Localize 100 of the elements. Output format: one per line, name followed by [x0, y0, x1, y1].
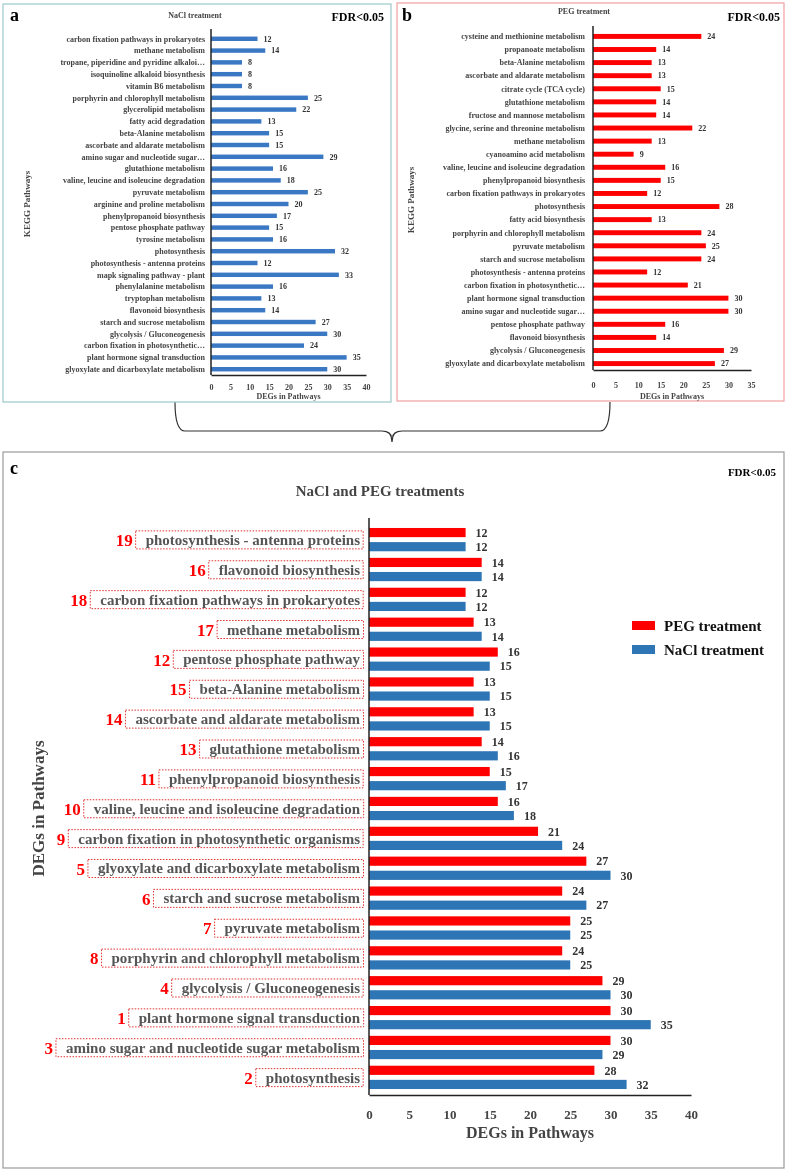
y-tick-label: glycerolipid metabolism: [123, 105, 206, 115]
bar: [593, 282, 688, 288]
data-label: 16: [507, 749, 520, 764]
x-tick-label: 5: [228, 382, 233, 392]
data-label: 9: [639, 150, 644, 159]
chart-title: NaCl and PEG treatments: [295, 483, 465, 499]
bar: [211, 284, 273, 289]
x-tick-label: 10: [443, 1107, 457, 1123]
bar: [593, 361, 715, 367]
y-tick-label: glutathione metabolism: [124, 164, 206, 174]
data-label: 14: [491, 734, 504, 749]
y-tick-label: phenylpropanoid biosynthesis: [103, 211, 205, 221]
bar: [369, 946, 563, 956]
data-label: 15: [666, 84, 675, 94]
data-label: 14: [271, 46, 280, 56]
text: 18: [70, 590, 88, 610]
y-axis-title: KEGG Pathways: [22, 170, 32, 238]
data-label: 35: [352, 353, 361, 363]
y-tick-label: carbon fixation in photosynthetic…: [83, 341, 205, 351]
y-tick-label: valine, leucine and isoleucine degradation: [442, 163, 586, 173]
y-tick-label: glycine, serine and threonine metabolism: [445, 123, 586, 133]
text: 15: [169, 680, 187, 700]
data-label: 32: [636, 1077, 649, 1092]
y-tick-label: glutathione metabolism: [504, 97, 586, 107]
bar: [369, 617, 474, 627]
data-label: 16: [671, 163, 680, 173]
bar: [369, 707, 474, 717]
data-label: 14: [662, 45, 671, 55]
data-label: 27: [596, 854, 609, 869]
bar: [369, 810, 514, 821]
data-label: 25: [711, 241, 720, 251]
bar: [369, 587, 466, 597]
y-tick-label: amino sugar and nucleotide sugar metabolism: [65, 1039, 361, 1056]
text: 10: [63, 799, 81, 819]
y-tick-label: carbon fixation pathways in prokaryotes: [446, 189, 585, 199]
data-label: 29: [612, 973, 625, 988]
bar: [593, 334, 657, 340]
data-label: 13: [657, 215, 666, 225]
data-label: 25: [580, 958, 593, 973]
bar: [369, 661, 490, 671]
x-tick-label: 35: [343, 382, 352, 392]
y-tick-label: tyrosine metabolism: [136, 235, 206, 245]
y-tick-label: plant hormone signal transduction: [466, 293, 586, 303]
y-tick-label: glycolysis / Gluconeogenesis: [489, 346, 585, 356]
y-tick-label: pentose phosphate pathway: [490, 320, 585, 330]
bar: [369, 737, 482, 747]
bar: [369, 1020, 651, 1030]
data-label: 13: [483, 705, 496, 720]
bar: [211, 107, 297, 112]
x-tick-label: 25: [304, 382, 313, 392]
bar: [211, 343, 304, 348]
data-label: 21: [548, 824, 561, 839]
data-label: 24: [310, 341, 318, 351]
data-label: 18: [286, 176, 295, 186]
bar: [369, 647, 498, 657]
data-label: 30: [620, 868, 633, 883]
y-tick-label: valine, leucine and isoleucine degradation: [93, 800, 361, 817]
legend-label: PEG treatment: [664, 618, 762, 635]
x-tick-label: 40: [362, 382, 371, 392]
data-label: 15: [499, 689, 512, 704]
y-tick-label: ascorbate and aldarate metabolism: [135, 711, 361, 728]
bar: [211, 60, 242, 65]
data-label: 13: [267, 294, 276, 304]
chart-title: NaCl treatment: [168, 11, 223, 20]
data-label: 21: [693, 280, 702, 290]
x-tick-label: 10: [246, 382, 255, 392]
x-tick-label: 25: [564, 1107, 578, 1123]
x-tick-label: 20: [679, 380, 688, 390]
data-label: 12: [263, 258, 272, 268]
y-tick-label: valine, leucine and isoleucine degradation: [62, 176, 206, 186]
data-label: 25: [313, 188, 322, 197]
y-tick-label: glutathione metabolism: [209, 741, 361, 757]
text: FDR<0.05: [331, 10, 384, 24]
bar: [211, 225, 270, 230]
bar: [369, 721, 490, 731]
text: a: [10, 5, 19, 25]
y-tick-label: vitamin B6 metabolism: [125, 81, 206, 91]
text: 19: [115, 531, 133, 551]
data-label: 30: [620, 1033, 633, 1048]
text: 7: [203, 919, 213, 939]
data-label: 15: [275, 223, 284, 233]
x-axis-title: DEGs in Pathways: [256, 392, 321, 401]
data-label: 30: [734, 293, 743, 303]
text: 4: [160, 979, 170, 999]
y-tick-label: flavonoid biosynthesis: [129, 306, 205, 316]
bar: [369, 1005, 611, 1016]
x-tick-label: 0: [366, 1107, 373, 1123]
y-tick-label: carbon fixation in photosynthetic…: [463, 280, 585, 290]
data-label: 29: [329, 152, 338, 162]
data-label: 15: [666, 176, 675, 186]
data-label: 30: [620, 988, 633, 1003]
y-tick-label: carbon fixation in photosynthetic organisms: [78, 830, 361, 847]
y-tick-label: glycolysis / Gluconeogenesis: [109, 329, 205, 339]
bar: [369, 571, 482, 582]
x-tick-label: 30: [724, 380, 733, 390]
y-tick-label: ascorbate and aldarate metabolism: [465, 71, 586, 81]
text: 8: [89, 949, 99, 969]
data-label: 13: [657, 71, 666, 81]
text: FDR<0.05: [727, 466, 777, 478]
x-tick-label: 10: [634, 380, 643, 390]
